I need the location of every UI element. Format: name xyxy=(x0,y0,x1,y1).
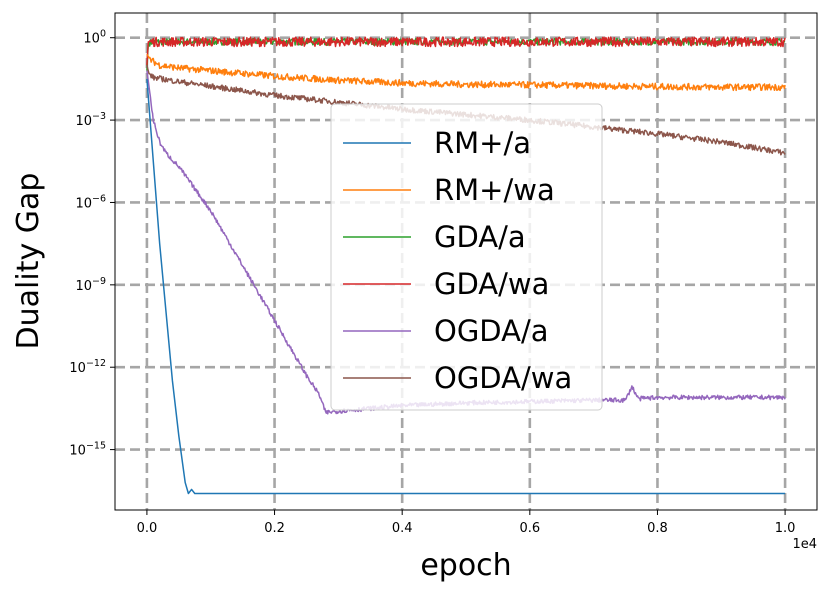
legend-box xyxy=(330,103,603,411)
legend-label: GDA/wa xyxy=(434,267,549,301)
legend-label: OGDA/a xyxy=(434,314,549,348)
y-tick-label: 10−6 xyxy=(75,193,106,211)
legend-label: RM+/wa xyxy=(434,173,555,207)
series-line-rm-a xyxy=(146,78,786,495)
legend: RM+/a RM+/wa GDA/a GDA/wa OGDA/a OGDA/wa xyxy=(330,103,603,411)
legend-label: OGDA/wa xyxy=(434,361,572,395)
legend-label: RM+/a xyxy=(434,126,531,160)
x-offset-label: 1e4 xyxy=(792,537,817,552)
y-tick-label: 100 xyxy=(83,29,106,47)
x-tick-label: 0.0 xyxy=(137,521,158,536)
plot-frame xyxy=(114,12,818,511)
y-axis-label: Duality Gap xyxy=(11,173,46,350)
series-line-rm-wa xyxy=(146,53,786,92)
x-tick-label: 1.0 xyxy=(775,521,796,536)
x-tick-label: 0.8 xyxy=(647,521,668,536)
legend-label: GDA/a xyxy=(434,220,526,254)
y-tick-label: 10−12 xyxy=(69,358,106,376)
ticks: 0.0 0.2 0.4 0.6 0.8 1.0 100 10−3 10−6 10−9 10−12 10… xyxy=(69,29,795,536)
x-tick-label: 0.2 xyxy=(264,521,285,536)
series-line-gda-wa xyxy=(146,36,786,66)
y-tick-label: 10−9 xyxy=(75,276,106,294)
x-tick-label: 0.6 xyxy=(519,521,540,536)
x-tick-label: 0.4 xyxy=(392,521,413,536)
y-tick-label: 10−15 xyxy=(69,441,106,459)
y-tick-label: 10−3 xyxy=(75,111,106,129)
x-axis-label: epoch xyxy=(420,548,511,583)
